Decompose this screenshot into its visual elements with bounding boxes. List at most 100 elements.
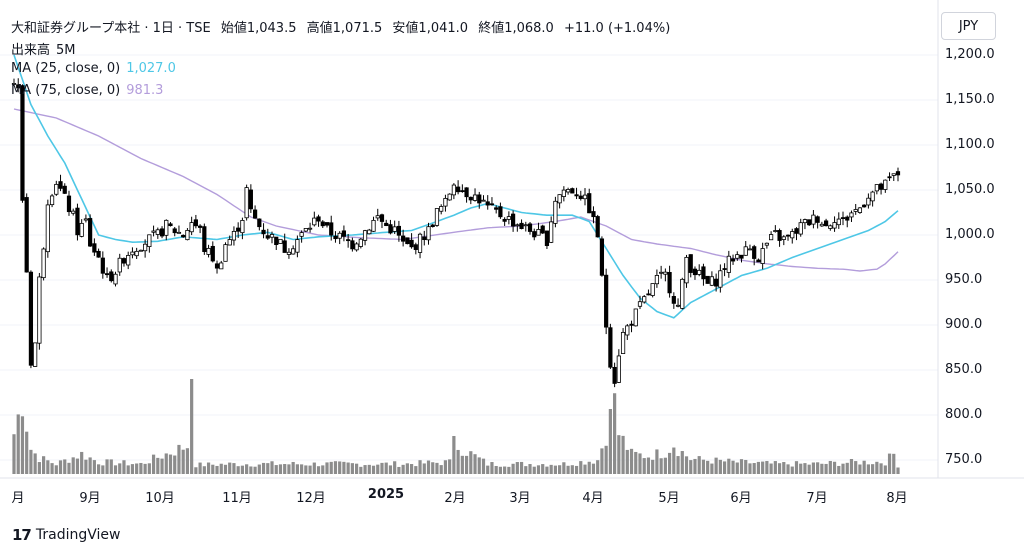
volume-bar xyxy=(164,453,168,474)
volume-bar xyxy=(777,463,782,474)
volume-bar xyxy=(629,448,634,474)
candle-up xyxy=(41,248,46,279)
volume-bar xyxy=(583,464,587,474)
currency-button[interactable]: JPY xyxy=(941,12,996,40)
candle-down xyxy=(511,213,516,227)
volume-bar xyxy=(507,466,511,474)
candle-up xyxy=(764,242,769,246)
volume-bar xyxy=(245,464,249,474)
candle-up xyxy=(828,225,833,229)
volume-bar xyxy=(278,464,283,474)
volume-bar xyxy=(16,414,20,474)
candle-up xyxy=(675,304,681,307)
volume-bar xyxy=(283,464,287,474)
volume-bar xyxy=(553,465,557,474)
ma75-legend[interactable]: MA (75, close, 0) 981.3 xyxy=(11,83,169,98)
candle-down xyxy=(248,189,253,210)
candle-up xyxy=(684,256,689,284)
price-tick-label: 750.0 xyxy=(945,452,983,467)
candle-up xyxy=(781,236,786,240)
volume-bar xyxy=(75,458,80,474)
volume-bar xyxy=(786,464,790,474)
candle-up xyxy=(155,229,160,235)
volume-bar xyxy=(67,462,71,474)
volume-bar xyxy=(321,465,325,474)
candle-up xyxy=(870,191,875,202)
volume-bar xyxy=(211,464,215,474)
volume-bar xyxy=(143,463,147,474)
candle-down xyxy=(75,207,80,236)
volume-bar xyxy=(401,464,405,474)
candle-down xyxy=(667,272,672,294)
volume-bar xyxy=(37,462,41,474)
volume-bar xyxy=(693,458,697,474)
volume-bar xyxy=(613,393,617,474)
candle-down xyxy=(785,234,791,237)
candle-up xyxy=(426,226,431,241)
candle-down xyxy=(574,194,579,197)
candle-down xyxy=(612,366,617,384)
volume-bar xyxy=(346,462,350,474)
candle-up xyxy=(565,189,571,193)
volume-bar xyxy=(228,462,232,474)
brand-label: TradingView xyxy=(35,527,121,543)
candle-down xyxy=(739,254,744,259)
candle-up xyxy=(189,222,194,233)
candle-down xyxy=(320,221,325,227)
candle-down xyxy=(777,230,782,241)
volume-bar xyxy=(883,465,887,474)
volume-bar xyxy=(414,466,418,474)
candle-up xyxy=(625,325,630,336)
volume-bar xyxy=(854,461,858,474)
candle-up xyxy=(857,207,863,213)
tradingview-logo[interactable]: 17 TradingView xyxy=(12,526,120,544)
candle-down xyxy=(324,222,330,226)
candle-up xyxy=(227,239,232,246)
volume-bar xyxy=(862,460,866,474)
volume-bar xyxy=(426,460,431,474)
candle-up xyxy=(299,232,304,237)
candle-up xyxy=(832,222,837,229)
candle-down xyxy=(692,268,698,276)
candle-down xyxy=(705,275,710,284)
volume-bar xyxy=(63,459,67,474)
volume-bar xyxy=(181,449,185,474)
volume-bar xyxy=(46,460,50,474)
volume-bar xyxy=(642,458,646,474)
volume-bar xyxy=(42,456,46,474)
volume-bar xyxy=(600,448,604,474)
volume-bar xyxy=(473,454,477,474)
candle-up xyxy=(557,194,562,204)
candle-up xyxy=(561,189,566,197)
ma25-value: 1,027.0 xyxy=(126,61,176,76)
candle-up xyxy=(83,218,89,221)
candle-down xyxy=(168,223,173,227)
volume-bar xyxy=(634,451,638,474)
volume-bar xyxy=(325,462,329,474)
volume-bar xyxy=(587,461,591,474)
volume-bar xyxy=(782,462,786,474)
volume-bar xyxy=(655,449,659,474)
candle-down xyxy=(350,240,355,250)
volume-bar xyxy=(820,463,824,474)
volume-bar xyxy=(304,465,308,474)
volume-bar xyxy=(190,379,194,474)
volume-bar xyxy=(71,457,75,474)
candle-up xyxy=(798,222,803,235)
volume-bar xyxy=(515,462,519,474)
candle-down xyxy=(24,197,29,273)
candle-down xyxy=(58,181,63,189)
volume-bar xyxy=(604,445,608,474)
volume-bar xyxy=(680,451,684,474)
volume-bar xyxy=(744,459,748,474)
candle-down xyxy=(384,222,389,227)
volume-bar xyxy=(625,449,629,474)
candle-down xyxy=(485,201,490,206)
volume-bar xyxy=(574,465,579,474)
ma25-legend[interactable]: MA (25, close, 0) 1,027.0 xyxy=(11,61,182,76)
candle-up xyxy=(362,230,368,241)
low-value: 1,041.0 xyxy=(418,21,469,36)
candle-up xyxy=(113,273,118,285)
candle-up xyxy=(802,219,808,224)
